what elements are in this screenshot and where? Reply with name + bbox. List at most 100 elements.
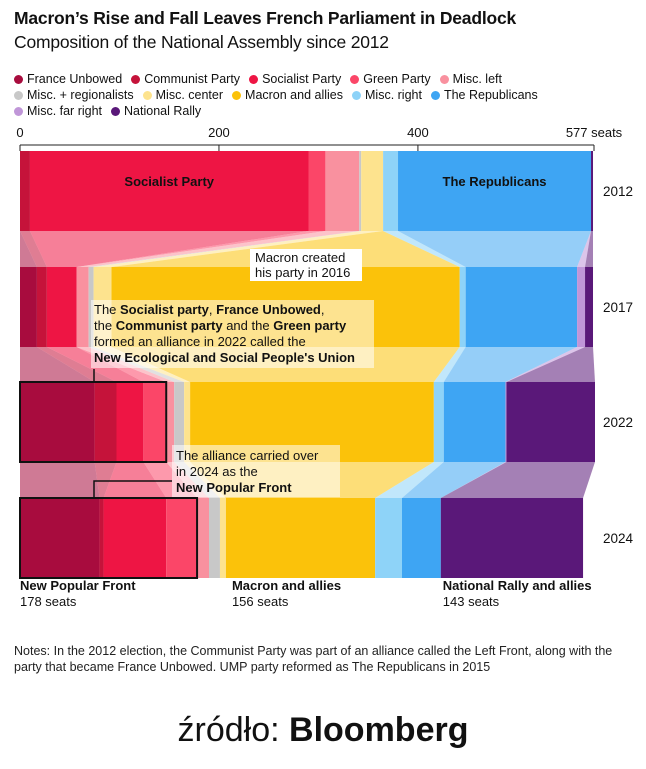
source-prefix: źródło: — [177, 711, 280, 749]
bar-2017-mleft — [76, 267, 89, 347]
flow-2022-nr — [440, 462, 595, 498]
bar-2017-mrt — [459, 267, 466, 347]
legend-item-mfr: Misc. far right — [14, 103, 102, 119]
legend-item-rep: The Republicans — [430, 87, 538, 103]
bar-rows — [20, 151, 595, 578]
bar-label-the-republicans: The Republicans — [443, 174, 547, 189]
flow-2017-com — [36, 347, 117, 382]
x-tick-label-577: 577 seats — [566, 125, 623, 140]
bar-2012-mcen — [361, 151, 384, 231]
bar-2022-mfr — [505, 382, 507, 462]
flow-2012-mrt — [383, 231, 466, 267]
legend-dot-mrt — [352, 90, 361, 100]
x-tick-label-200: 200 — [208, 125, 230, 140]
legend-item-mcen: Misc. center — [142, 87, 224, 103]
legend-label-mrt: Misc. right — [365, 88, 422, 102]
legend-label-mreg: Misc. + regionalists — [27, 88, 134, 102]
source-credit: źródło: Bloomberg — [0, 711, 646, 750]
year-label-2024: 2024 — [603, 531, 634, 546]
legend-item-mreg: Misc. + regionalists — [14, 87, 134, 103]
chart-notes: Notes: In the 2012 election, the Communi… — [14, 644, 613, 674]
nfp-leader-line — [93, 480, 172, 498]
bar-2024-mrt — [375, 498, 403, 578]
bar-2024-soc — [103, 498, 167, 578]
flow-2022-com — [94, 462, 117, 498]
legend-dot-fu — [14, 74, 23, 84]
legend-item-mac: Macron and allies — [232, 87, 343, 103]
bar-2012-mreg — [359, 151, 362, 231]
legend-dot-mfr — [14, 106, 23, 116]
legend-label-soc: Socialist Party — [262, 72, 342, 86]
legend-label-mcen: Misc. center — [155, 88, 224, 102]
flow-2012-mcen — [93, 231, 384, 267]
bar-2022-rep — [443, 382, 506, 462]
legend-label-nr: National Rally — [124, 104, 202, 118]
legend-dot-mreg — [14, 90, 23, 100]
macron-note-bg — [250, 249, 362, 281]
bar-2017-mfr — [577, 267, 586, 347]
bloc-name-national-rally-and-allies: National Rally and allies — [443, 578, 592, 593]
legend-item-com: Communist Party — [131, 71, 240, 87]
bloc-name-new-popular-front: New Popular Front — [20, 578, 136, 593]
nupes-annotation: The Socialist party, France Unbowed,the … — [94, 302, 355, 365]
legend-label-mleft: Misc. left — [452, 72, 502, 86]
macron-annotation-line-1: his party in 2016 — [255, 265, 350, 280]
bar-2024-nr — [440, 498, 584, 578]
legend-label-com: Communist Party — [144, 72, 241, 86]
assembly-chart: 0 200 400 577 seats 2012 2017 2022 2024 Socialis… — [16, 125, 634, 609]
legend-item-mleft: Misc. left — [439, 71, 502, 87]
legend-label-mfr: Misc. far right — [27, 104, 103, 118]
bar-2024-mleft — [197, 498, 210, 578]
legend-dot-mac — [232, 90, 242, 100]
year-label-2012: 2012 — [603, 184, 633, 199]
bar-2012-com — [20, 151, 30, 231]
bar-2017-fu — [20, 267, 37, 347]
legend-dot-grn — [350, 74, 360, 84]
bloomberg-logo: Bloomberg — [289, 711, 469, 749]
bloc-name-macron-and-allies: Macron and allies — [232, 578, 341, 593]
x-tick-label-0: 0 — [16, 125, 23, 140]
bar-2024-mac — [225, 498, 376, 578]
flow-bands — [20, 231, 595, 498]
flow-2012-mleft — [76, 231, 360, 267]
bloc-seats-macron-and-allies: 156 seats — [232, 594, 289, 609]
bar-2012-grn — [308, 151, 326, 231]
bar-2012-mleft — [325, 151, 360, 231]
nupes-annotation-line-1: the Communist party and the Green party — [94, 318, 347, 333]
bar-2022-mrt — [433, 382, 444, 462]
flow-2012-rep — [398, 231, 592, 267]
chart-title: Macron’s Rise and Fall Leaves French Par… — [14, 8, 517, 28]
legend-label-mac: Macron and allies — [245, 88, 343, 102]
nfp-note-bg — [172, 445, 340, 497]
legend-item-soc: Socialist Party — [249, 71, 341, 87]
bar-2024-mreg — [209, 498, 220, 578]
nupes-annotation-line-0: The Socialist party, France Unbowed, — [94, 302, 325, 317]
bar-2022-com — [94, 382, 117, 462]
legend-dot-com — [131, 74, 141, 84]
year-label-2022: 2022 — [603, 415, 633, 430]
bar-2024-fu — [20, 498, 100, 578]
legend-dot-soc — [249, 74, 259, 84]
bloc-seats-new-popular-front: 178 seats — [20, 594, 77, 609]
year-label-2017: 2017 — [603, 300, 633, 315]
legend-dot-mleft — [439, 74, 449, 84]
legend-dot-mcen — [142, 90, 152, 100]
legend: France Unbowed Communist Party Socialist P… — [14, 71, 614, 119]
legend-dot-nr — [111, 106, 121, 116]
flow-2017-nr — [506, 347, 595, 382]
nfp-annotation-line-1: in 2024 as the — [176, 464, 258, 479]
legend-label-grn: Green Party — [363, 72, 431, 86]
bar-2022-soc — [116, 382, 144, 462]
legend-dot-rep — [430, 90, 440, 100]
nfp-annotation-line-0: The alliance carried over — [176, 448, 319, 463]
macron-annotation-line-0: Macron created — [255, 250, 345, 265]
bar-2024-mcen — [219, 498, 226, 578]
flow-2017-mrt — [433, 347, 466, 382]
flow-2012-soc — [29, 231, 309, 267]
bar-2022-mreg — [174, 382, 185, 462]
bloc-seats-national-rally-and-allies: 143 seats — [443, 594, 500, 609]
flow-2012-mreg — [88, 231, 362, 267]
bar-2012-rep — [398, 151, 592, 231]
nupes-annotation-line-3: New Ecological and Social People's Union — [94, 350, 355, 365]
